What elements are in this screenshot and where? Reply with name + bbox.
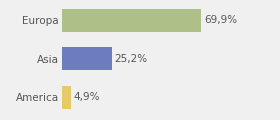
Text: 69,9%: 69,9% bbox=[204, 15, 237, 25]
Bar bbox=[62, 9, 201, 32]
Text: 4,9%: 4,9% bbox=[74, 92, 100, 102]
Bar bbox=[62, 86, 71, 109]
Bar bbox=[62, 47, 112, 70]
Text: 25,2%: 25,2% bbox=[115, 54, 148, 64]
